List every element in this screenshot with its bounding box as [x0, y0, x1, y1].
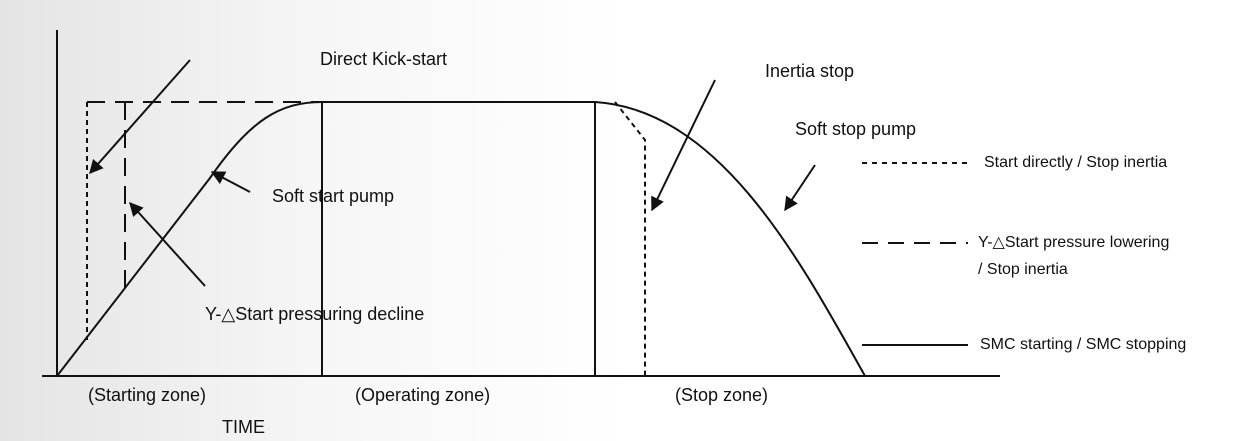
arrow [129, 201, 206, 287]
zone-label: (Stop zone) [675, 385, 768, 405]
zone-label: (Operating zone) [355, 385, 490, 405]
axis-label: TIME [222, 417, 265, 437]
zone-label: (Starting zone) [88, 385, 206, 405]
annotation: Soft start pump [272, 186, 394, 206]
legend-label: / Stop inertia [978, 261, 1068, 278]
inertia-curve [614, 101, 646, 376]
legend-label: Start directly / Stop inertia [984, 154, 1167, 171]
arrow [651, 79, 716, 212]
legend-label: Y-△Start pressure lowering [978, 234, 1169, 251]
arrow [784, 164, 816, 212]
annotation: Y-△Start pressuring decline [205, 304, 424, 324]
legend-label: SMC starting / SMC stopping [980, 336, 1186, 353]
arrow [210, 171, 251, 193]
arrow [89, 59, 191, 175]
smc-curve [56, 101, 866, 377]
annotation: Direct Kick-start [320, 49, 447, 69]
annotation: Inertia stop [765, 61, 854, 81]
annotation: Soft stop pump [795, 119, 916, 139]
